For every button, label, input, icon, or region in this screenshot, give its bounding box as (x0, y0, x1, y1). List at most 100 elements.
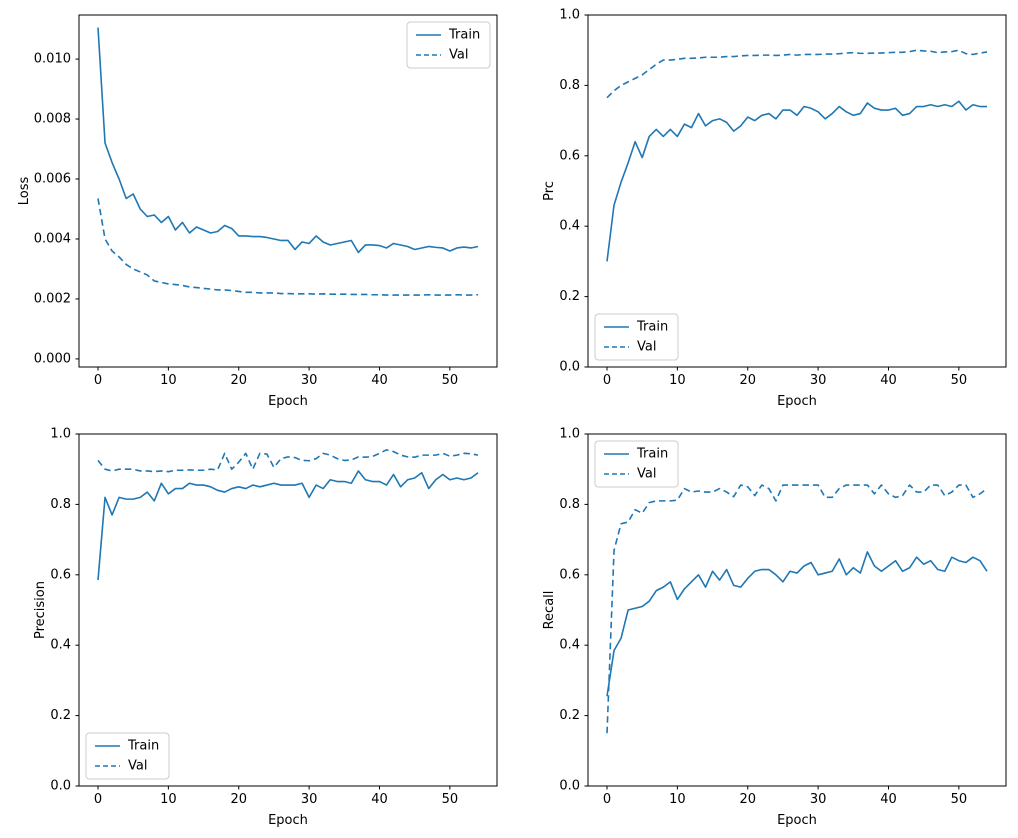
precision-y-axis: 0.0 0.2 0.4 0.6 0.8 1.0 (50, 427, 79, 794)
y-tick-label: 0.004 (34, 231, 71, 246)
recall-train-line (606, 551, 988, 697)
recall-background (509, 419, 1018, 838)
x-tick-label: 20 (739, 373, 756, 388)
loss-legend: Train Val (406, 21, 491, 69)
prc-val-line (606, 49, 988, 99)
loss-ylabel: Loss (17, 177, 32, 206)
y-tick-label: 0.0 (50, 779, 71, 794)
x-tick-label: 40 (371, 373, 388, 388)
y-tick-label: 0.6 (559, 567, 580, 582)
legend-train-label: Train (636, 320, 668, 335)
recall-y-axis: 0.0 0.2 0.4 0.6 0.8 1.0 (559, 427, 588, 794)
x-tick-label: 40 (880, 373, 897, 388)
y-tick-label: 1.0 (559, 8, 580, 23)
legend-val-label: Val (449, 48, 468, 63)
loss-train-line (97, 27, 479, 254)
recall-legend: Train Val (594, 440, 679, 488)
precision-train-line (97, 470, 479, 581)
y-tick-label: 0.4 (559, 638, 580, 653)
precision-val-line (97, 449, 479, 473)
precision-xlabel: Epoch (268, 813, 308, 828)
legend-val-label: Val (128, 759, 147, 774)
prc-chart: 0 10 20 30 40 50 0.0 0.2 0.4 0.6 0.8 1.0 Epoch Prc Tra… (509, 0, 1018, 419)
recall-x-axis: 0 10 20 30 40 50 (603, 786, 967, 807)
x-tick-label: 40 (371, 792, 388, 807)
prc-background (509, 0, 1018, 419)
y-tick-label: 0.8 (50, 497, 71, 512)
y-tick-label: 0.0 (559, 779, 580, 794)
prc-x-axis: 0 10 20 30 40 50 (603, 367, 967, 388)
legend-box (594, 440, 679, 488)
x-tick-label: 30 (301, 792, 318, 807)
x-tick-label: 30 (810, 792, 827, 807)
loss-panel: 0 10 20 30 40 50 0.000 0.002 0.004 0.006 0.008 0.01… (0, 0, 509, 419)
legend-train-label: Train (448, 28, 480, 43)
x-tick-label: 10 (160, 792, 177, 807)
precision-spines (78, 433, 498, 787)
recall-ylabel: Recall (542, 591, 557, 630)
prc-xlabel: Epoch (777, 394, 817, 409)
y-tick-label: 0.006 (34, 172, 71, 187)
precision-background (0, 419, 509, 838)
recall-spines (587, 433, 1007, 787)
x-tick-label: 0 (603, 792, 611, 807)
prc-panel: 0 10 20 30 40 50 0.0 0.2 0.4 0.6 0.8 1.0 Epoch Prc Tra… (509, 0, 1018, 419)
legend-train-label: Train (636, 447, 668, 462)
y-tick-label: 0.0 (559, 360, 580, 375)
prc-y-axis: 0.0 0.2 0.4 0.6 0.8 1.0 (559, 8, 588, 375)
legend-box (85, 732, 170, 780)
prc-train-line (606, 100, 987, 262)
x-tick-label: 30 (301, 373, 318, 388)
loss-val-line (97, 198, 479, 296)
prc-legend: Train Val (594, 313, 679, 361)
recall-panel: 0 10 20 30 40 50 0.0 0.2 0.4 0.6 0.8 1.0 Epoch Recall… (509, 419, 1018, 838)
y-tick-label: 0.2 (559, 289, 580, 304)
precision-ylabel: Precision (33, 581, 48, 639)
x-tick-label: 50 (951, 373, 968, 388)
legend-val-label: Val (637, 467, 656, 482)
y-tick-label: 0.002 (34, 291, 71, 306)
y-tick-label: 0.6 (559, 148, 580, 163)
x-tick-label: 50 (442, 792, 459, 807)
precision-legend: Train Val (85, 732, 170, 780)
x-tick-label: 10 (160, 373, 177, 388)
y-tick-label: 0.010 (34, 52, 71, 67)
y-tick-label: 1.0 (50, 427, 71, 442)
loss-xlabel: Epoch (268, 394, 308, 409)
x-tick-label: 0 (603, 373, 611, 388)
x-tick-label: 10 (669, 373, 686, 388)
y-tick-label: 0.6 (50, 567, 71, 582)
y-tick-label: 0.8 (559, 78, 580, 93)
legend-val-label: Val (637, 340, 656, 355)
precision-chart: 0 10 20 30 40 50 0.0 0.2 0.4 0.6 0.8 1.0 Epoch Precis… (0, 419, 509, 838)
y-tick-label: 0.2 (559, 708, 580, 723)
legend-box (406, 21, 491, 69)
precision-x-axis: 0 10 20 30 40 50 (94, 786, 458, 807)
x-tick-label: 0 (94, 792, 102, 807)
y-tick-label: 0.000 (34, 351, 71, 366)
loss-background (0, 0, 509, 419)
y-tick-label: 0.4 (50, 638, 71, 653)
x-tick-label: 30 (810, 373, 827, 388)
x-tick-label: 20 (230, 373, 247, 388)
prc-spines (587, 14, 1007, 368)
loss-x-axis: 0 10 20 30 40 50 (94, 367, 458, 388)
x-tick-label: 20 (739, 792, 756, 807)
x-tick-label: 50 (951, 792, 968, 807)
precision-panel: 0 10 20 30 40 50 0.0 0.2 0.4 0.6 0.8 1.0 Epoch Precis… (0, 419, 509, 838)
recall-xlabel: Epoch (777, 813, 817, 828)
y-tick-label: 0.2 (50, 708, 71, 723)
x-tick-label: 20 (230, 792, 247, 807)
recall-chart: 0 10 20 30 40 50 0.0 0.2 0.4 0.6 0.8 1.0 Epoch Recall… (509, 419, 1018, 838)
x-tick-label: 10 (669, 792, 686, 807)
legend-box (594, 313, 679, 361)
loss-chart: 0 10 20 30 40 50 0.000 0.002 0.004 0.006 0.008 0.01… (0, 0, 509, 419)
y-tick-label: 0.8 (559, 497, 580, 512)
prc-ylabel: Prc (542, 181, 557, 201)
x-tick-label: 0 (94, 373, 102, 388)
recall-val-line (606, 484, 988, 734)
loss-y-axis: 0.000 0.002 0.004 0.006 0.008 0.010 (34, 52, 79, 366)
x-tick-label: 50 (442, 373, 459, 388)
y-tick-label: 0.008 (34, 112, 71, 127)
